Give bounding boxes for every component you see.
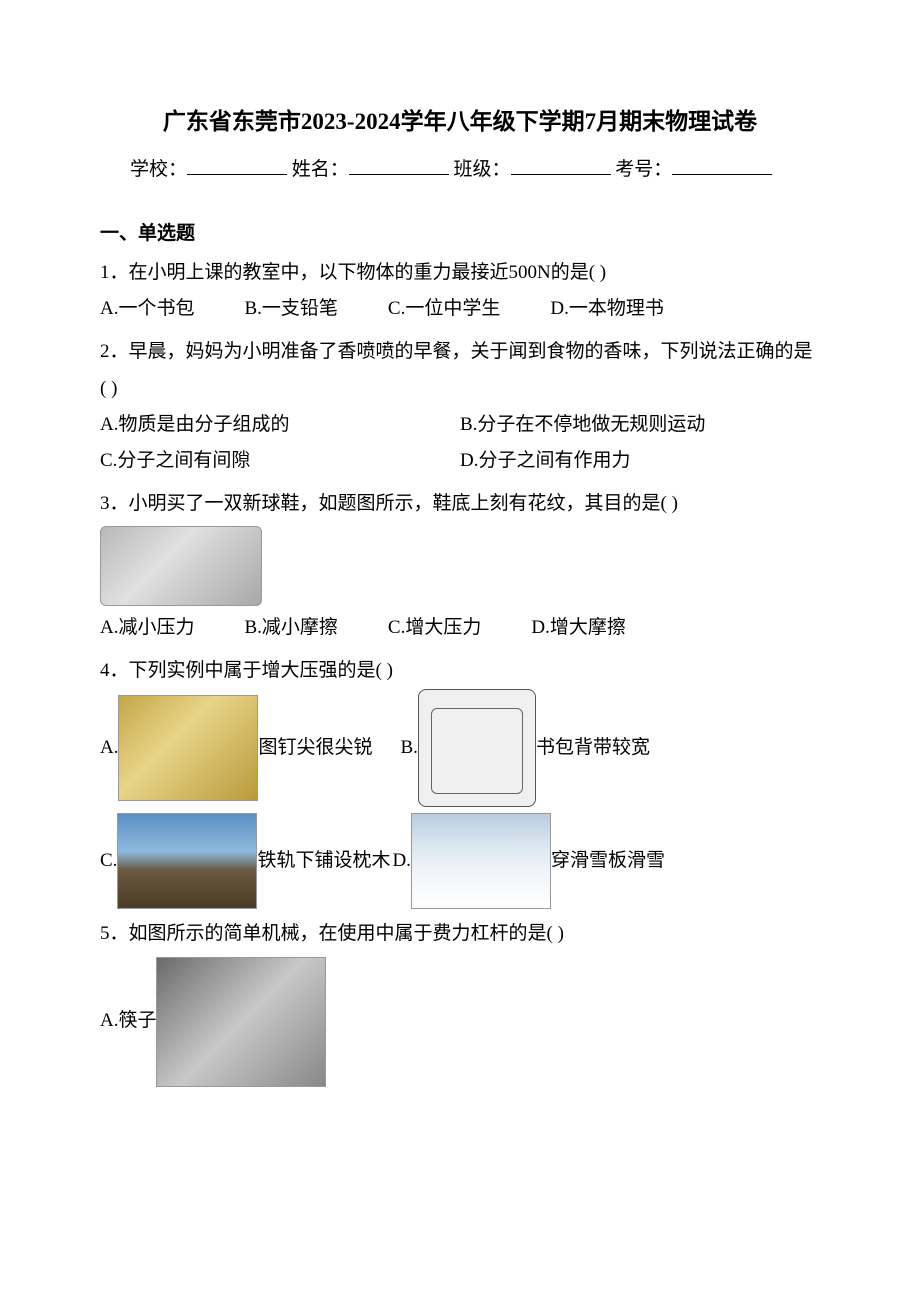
q4-opt-a-label: A.	[100, 730, 118, 766]
question-4: 4．下列实例中属于增大压强的是( ) A. 图钉尖很尖锐 B. 书包背带较宽 C…	[100, 652, 820, 909]
class-blank[interactable]	[511, 155, 611, 175]
q5-text: 5．如图所示的简单机械，在使用中属于费力杠杆的是( )	[100, 915, 820, 952]
q3-text: 3．小明买了一双新球鞋，如题图所示，鞋底上刻有花纹，其目的是( )	[100, 485, 820, 522]
q4-opt-c-label: C.	[100, 843, 117, 879]
question-3: 3．小明买了一双新球鞋，如题图所示，鞋底上刻有花纹，其目的是( ) A.减小压力…	[100, 485, 820, 646]
q2-options: A.物质是由分子组成的 B.分子在不停地做无规则运动 C.分子之间有间隙 D.分…	[100, 407, 820, 479]
q4-opt-d[interactable]: D. 穿滑雪板滑雪	[392, 813, 665, 909]
q1-opt-c[interactable]: C.一位中学生	[388, 291, 500, 327]
q1-opt-b[interactable]: B.一支铅笔	[244, 291, 337, 327]
q4-opt-c-text: 铁轨下铺设枕木	[257, 843, 390, 879]
q2-opt-c[interactable]: C.分子之间有间隙	[100, 443, 460, 479]
q4-opt-d-label: D.	[392, 843, 410, 879]
q2-opt-d[interactable]: D.分子之间有作用力	[460, 443, 820, 479]
q2-text-1: 2．早晨，妈妈为小明准备了香喷喷的早餐，关于闻到食物的香味，下列说法正确的是	[100, 333, 820, 370]
q5-opt-a[interactable]: A.筷子	[100, 953, 326, 1091]
q2-opt-a[interactable]: A.物质是由分子组成的	[100, 407, 460, 443]
examno-label: 考号：	[615, 159, 672, 180]
q3-opt-a[interactable]: A.减小压力	[100, 610, 194, 646]
q4-row-1: A. 图钉尖很尖锐 B. 书包背带较宽	[100, 689, 820, 807]
q5-opt-a-label: A.筷子	[100, 1003, 156, 1039]
school-blank[interactable]	[187, 155, 287, 175]
ski-image	[411, 813, 551, 909]
q3-opt-d[interactable]: D.增大摩擦	[531, 610, 625, 646]
class-label: 班级：	[454, 159, 511, 180]
shoe-sole-image	[100, 526, 262, 606]
q4-text: 4．下列实例中属于增大压强的是( )	[100, 652, 820, 689]
q4-row-2: C. 铁轨下铺设枕木 D. 穿滑雪板滑雪	[100, 813, 820, 909]
exam-title: 广东省东莞市2023-2024学年八年级下学期7月期末物理试卷	[100, 100, 820, 144]
rails-image	[117, 813, 257, 909]
q2-opt-b[interactable]: B.分子在不停地做无规则运动	[460, 407, 820, 443]
name-blank[interactable]	[349, 155, 449, 175]
pins-image	[118, 695, 258, 801]
school-label: 学校：	[130, 159, 187, 180]
q4-opt-a-text: 图钉尖很尖锐	[258, 730, 372, 766]
q4-opt-c[interactable]: C. 铁轨下铺设枕木	[100, 813, 390, 909]
q1-opt-a[interactable]: A.一个书包	[100, 291, 194, 327]
chopsticks-image	[156, 957, 326, 1087]
question-1: 1．在小明上课的教室中，以下物体的重力最接近500N的是( ) A.一个书包 B…	[100, 254, 820, 327]
q3-opt-b[interactable]: B.减小摩擦	[244, 610, 337, 646]
q4-opt-b-label: B.	[401, 730, 418, 766]
q3-options: A.减小压力 B.减小摩擦 C.增大压力 D.增大摩擦	[100, 610, 820, 646]
q4-opt-b[interactable]: B. 书包背带较宽	[401, 689, 650, 807]
q1-options: A.一个书包 B.一支铅笔 C.一位中学生 D.一本物理书	[100, 291, 820, 327]
student-info-line: 学校： 姓名： 班级： 考号：	[100, 152, 820, 188]
q1-opt-d[interactable]: D.一本物理书	[550, 291, 663, 327]
q1-text: 1．在小明上课的教室中，以下物体的重力最接近500N的是( )	[100, 254, 820, 291]
q3-opt-c[interactable]: C.增大压力	[388, 610, 481, 646]
examno-blank[interactable]	[672, 155, 772, 175]
section-1-header: 一、单选题	[100, 216, 820, 252]
q4-opt-d-text: 穿滑雪板滑雪	[551, 843, 665, 879]
backpack-image	[418, 689, 536, 807]
name-label: 姓名：	[292, 159, 349, 180]
question-2: 2．早晨，妈妈为小明准备了香喷喷的早餐，关于闻到食物的香味，下列说法正确的是 (…	[100, 333, 820, 479]
q4-opt-b-text: 书包背带较宽	[536, 730, 650, 766]
question-5: 5．如图所示的简单机械，在使用中属于费力杠杆的是( ) A.筷子	[100, 915, 820, 1090]
q4-opt-a[interactable]: A. 图钉尖很尖锐	[100, 695, 373, 801]
q2-text-2: ( )	[100, 370, 820, 407]
